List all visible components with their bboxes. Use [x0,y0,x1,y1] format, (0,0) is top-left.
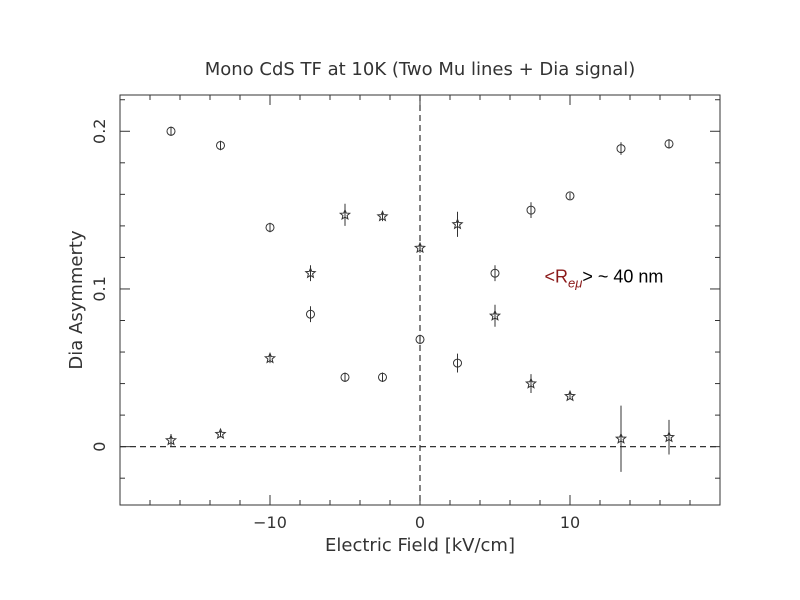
annotation-suffix: > ~ 40 nm [582,267,663,287]
data-point-circle [166,126,176,136]
y-tick-label: 0 [90,442,109,452]
annotation-radius: <Reμ> ~ 40 nm [545,267,664,291]
data-point-circle [616,144,626,154]
data-point-circle [453,358,462,368]
data-point-star [614,432,628,444]
data-point-circle [340,372,350,382]
data-point-star [214,427,227,440]
series-star-points [164,203,676,472]
x-axis-label: Electric Field [kV/cm] [325,535,515,556]
data-point-star [263,352,277,364]
x-tick-label: 0 [415,513,425,532]
data-point-circle [526,205,536,215]
data-point-circle [664,139,674,149]
data-point-star [488,309,502,321]
y-tick-label: 0.1 [90,276,109,301]
data-point-circle [216,140,225,150]
data-point-circle [565,191,575,201]
data-point-circle [265,222,275,232]
x-tick-label: 10 [560,513,580,532]
data-point-star [413,241,427,254]
data-point-star [376,210,389,222]
data-point-star [662,430,676,443]
data-point-circle [415,334,425,344]
data-point-circle [306,309,315,319]
x-tick-label: −10 [253,513,287,532]
annotation-subscript: eμ [568,276,582,291]
data-point-circle [490,268,500,278]
annotation-prefix: < [545,267,556,287]
annotation-symbol: R [555,267,568,287]
plot-layer: −10 0 10 0 0.1 0.2 <Reμ> ~ 40 nm [90,95,720,532]
data-point-star [338,208,352,220]
data-point-star [451,217,464,230]
y-tick-label: 0.2 [90,119,109,144]
data-point-star [304,266,317,279]
data-point-circle [378,372,387,382]
series-circle-points [166,126,674,382]
chart-title: Mono CdS TF at 10K (Two Mu lines + Dia s… [205,59,636,80]
data-point-star [563,389,577,402]
data-point-star [524,377,538,389]
y-axis-label: Dia Asymmerty [66,230,87,370]
data-point-star [164,434,178,446]
